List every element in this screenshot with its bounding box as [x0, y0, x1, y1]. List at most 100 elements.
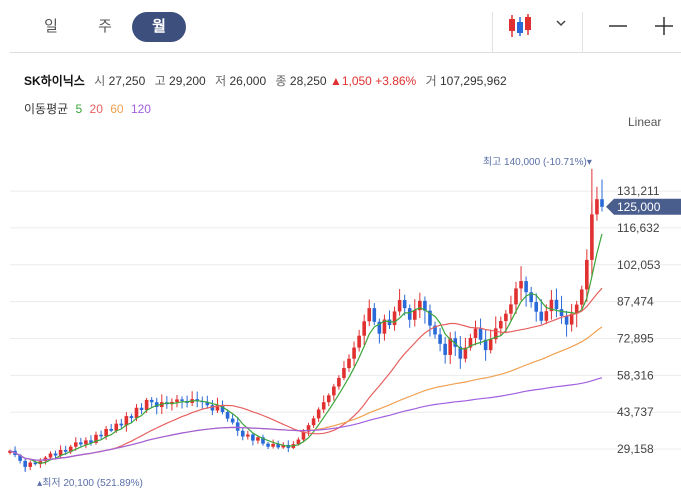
candle-body — [585, 259, 589, 290]
candle-body — [43, 457, 48, 462]
candle-body — [256, 437, 260, 441]
moving-average-legend: 이동평균 5 20 60 120 — [24, 100, 151, 117]
volume-value: 107,295,962 — [439, 74, 507, 88]
candle-body — [402, 300, 407, 309]
candle-body — [195, 399, 200, 402]
y-tick-label: 87,474 — [617, 295, 654, 309]
toolbar-divider — [582, 12, 583, 52]
candle-body — [89, 440, 93, 443]
candle-body — [397, 300, 402, 312]
candle-body — [240, 430, 245, 437]
ma-120-line — [9, 377, 603, 461]
candle-body — [392, 311, 397, 326]
candle-body — [347, 358, 351, 369]
plus-graphic — [655, 17, 673, 35]
low-label: 저 — [215, 74, 227, 88]
candle-body — [220, 404, 225, 413]
candle-body — [170, 401, 174, 405]
ma-20-label: 20 — [89, 102, 103, 116]
candle-body — [595, 199, 599, 215]
close-label: 종 — [275, 74, 287, 88]
candle-body — [246, 434, 250, 437]
candle-body — [367, 308, 372, 322]
candle-body — [590, 214, 594, 260]
candle-body — [468, 337, 473, 348]
candle-body — [296, 439, 301, 445]
y-tick-label: 72,895 — [617, 331, 654, 345]
candle-body — [185, 400, 189, 403]
candle-body — [84, 440, 88, 445]
candle-body — [99, 434, 103, 437]
y-tick-label: 102,053 — [617, 258, 661, 272]
candle-body — [509, 304, 513, 314]
ma-5-label: 5 — [75, 102, 83, 116]
candle-body — [407, 308, 412, 320]
candle-body — [175, 399, 179, 402]
candle-body — [286, 444, 291, 448]
candle-body — [448, 338, 453, 355]
tab-week[interactable]: 주 — [98, 18, 112, 35]
top-divider — [10, 52, 681, 53]
candle-body — [362, 321, 366, 336]
candle-body — [251, 434, 255, 441]
y-tick-label: 131,211 — [617, 184, 660, 198]
candle-body — [478, 328, 483, 340]
candle-body — [544, 311, 549, 321]
candle-body — [483, 339, 488, 351]
candle-body — [210, 405, 215, 411]
candle-body — [316, 409, 321, 419]
candle-body — [382, 319, 387, 334]
candle-body — [306, 425, 311, 432]
candlestick-icon-graphic — [509, 14, 531, 37]
scale-mode-toggle[interactable]: Linear — [628, 115, 662, 129]
candlestick-icon[interactable] — [506, 13, 538, 39]
candle-body — [549, 299, 554, 312]
candle-body — [165, 402, 169, 405]
candle-body — [68, 446, 73, 452]
candle-body — [559, 309, 564, 316]
chevron-down-icon[interactable] — [554, 16, 568, 30]
candle-body — [144, 399, 149, 411]
plus-icon[interactable] — [654, 16, 674, 36]
candle-body — [266, 443, 270, 447]
candle-body — [458, 346, 463, 359]
open-label: 시 — [94, 74, 106, 88]
candle-body — [48, 453, 53, 458]
y-tick-label: 29,158 — [617, 442, 654, 456]
ma-5-line — [9, 233, 603, 464]
candle-body — [311, 418, 316, 426]
candle-body — [53, 453, 58, 456]
ma-60-line — [9, 326, 603, 461]
tab-day[interactable]: 일 — [44, 18, 58, 35]
candle-body — [428, 310, 432, 326]
minus-icon[interactable] — [608, 16, 628, 36]
candle-body — [149, 399, 154, 403]
candle-body — [79, 442, 83, 445]
candle-body — [514, 288, 518, 305]
change-value: ▲1,050 — [329, 74, 372, 88]
candle-body — [33, 462, 38, 465]
candle-body — [58, 449, 63, 456]
candle-body — [139, 407, 144, 411]
high-value: 29,200 — [169, 74, 206, 88]
candle-body — [73, 442, 78, 447]
candle-body — [276, 443, 280, 448]
tab-month[interactable]: 월 — [132, 12, 186, 42]
candle-body — [377, 321, 382, 334]
candle-body — [8, 450, 12, 453]
candle-body — [418, 300, 422, 311]
candle-body — [13, 450, 17, 456]
volume-label: 거 — [425, 74, 437, 88]
candle-body — [154, 402, 159, 407]
current-price-label: 125,000 — [617, 200, 661, 214]
close-value: 28,250 — [289, 74, 327, 88]
candle-body — [159, 402, 164, 407]
candle-body — [463, 347, 468, 359]
candle-body — [124, 416, 129, 426]
min-price-label: ▴최저 20,100 (521.89%) — [37, 477, 143, 489]
toolbar-divider — [492, 12, 493, 52]
candle-body — [352, 347, 356, 359]
candle-body — [372, 308, 377, 322]
candle-body — [423, 300, 427, 311]
candle-body — [433, 325, 437, 335]
